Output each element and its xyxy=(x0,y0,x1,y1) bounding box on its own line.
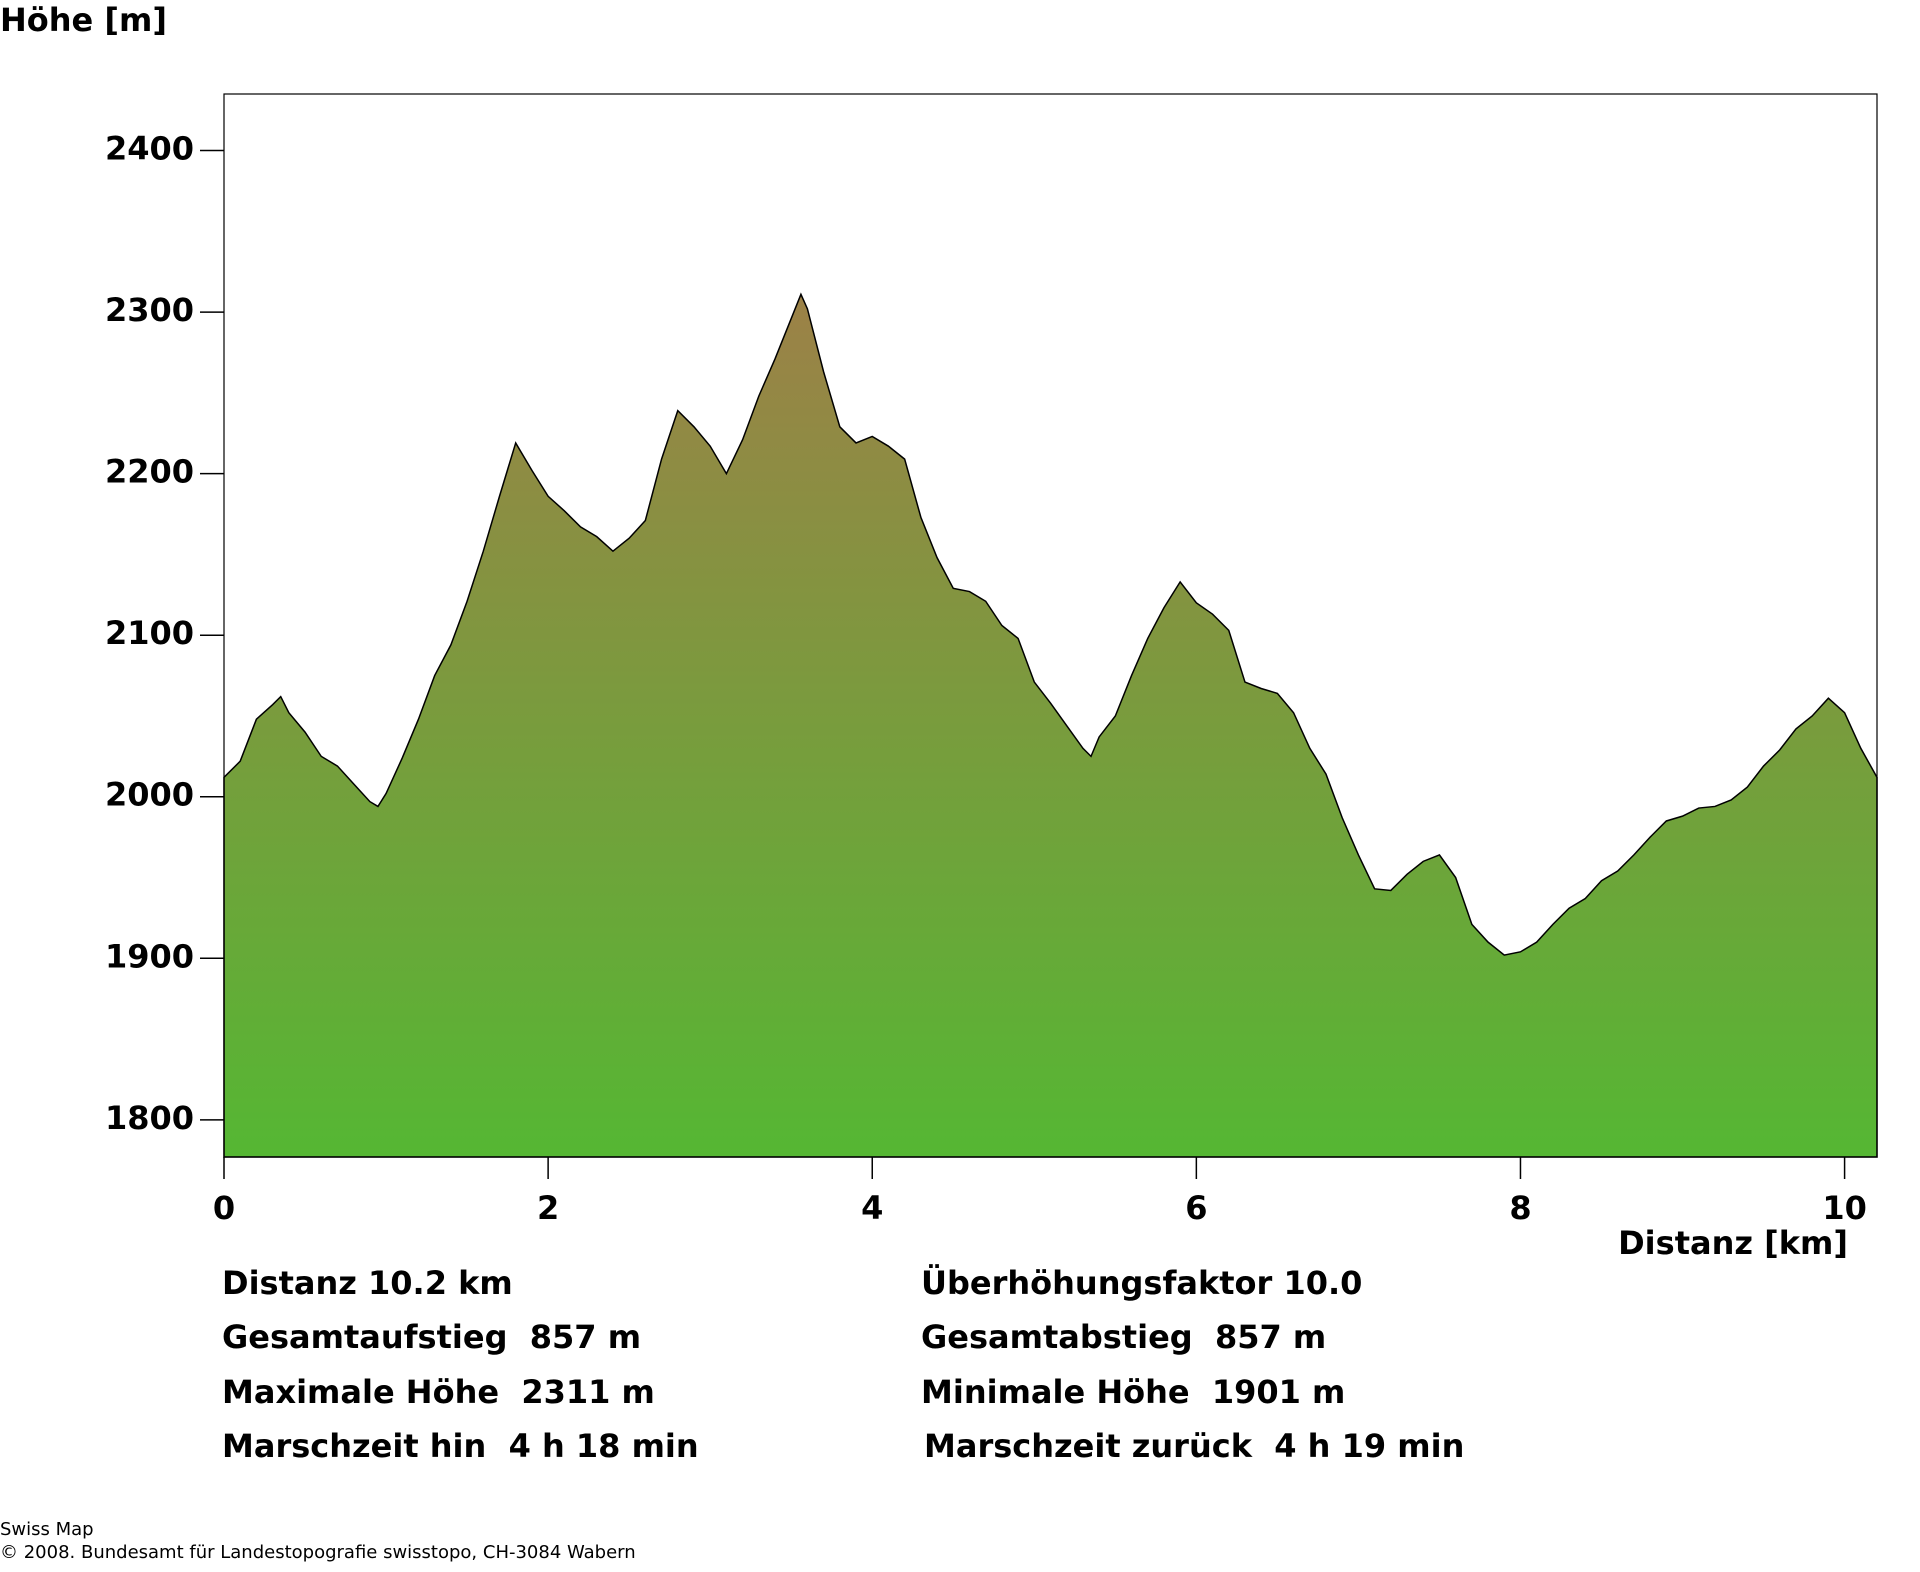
x-axis-title: Distanz [km] xyxy=(1618,1224,1848,1262)
stat: Distanz 10.2 km xyxy=(222,1264,513,1302)
x-tick-label: 4 xyxy=(861,1189,883,1227)
x-tick-label: 10 xyxy=(1822,1189,1867,1227)
stat: Maximale Höhe 2311 m xyxy=(222,1373,655,1411)
y-tick-label: 2400 xyxy=(105,130,194,168)
y-tick-label: 2300 xyxy=(105,291,194,329)
elevation-area xyxy=(223,292,1878,1158)
x-tick-label: 8 xyxy=(1509,1189,1531,1227)
y-axis-title: Höhe [m] xyxy=(0,1,167,39)
stat: Marschzeit zurück 4 h 19 min xyxy=(924,1427,1464,1465)
stat: Überhöhungsfaktor 10.0 xyxy=(921,1264,1362,1302)
stat: Marschzeit hin 4 h 18 min xyxy=(222,1427,699,1465)
y-tick-label: 2100 xyxy=(105,614,194,652)
y-tick-label: 1800 xyxy=(105,1099,194,1137)
stat: Gesamtabstieg 857 m xyxy=(921,1318,1326,1356)
x-tick-label: 0 xyxy=(213,1189,235,1227)
y-tick-label: 2200 xyxy=(105,453,194,491)
x-tick-label: 2 xyxy=(537,1189,559,1227)
footer: Swiss Map xyxy=(0,1519,94,1540)
x-tick-label: 6 xyxy=(1185,1189,1207,1227)
y-tick-label: 1900 xyxy=(105,937,194,975)
stat: Gesamtaufstieg 857 m xyxy=(222,1318,641,1356)
stat: Minimale Höhe 1901 m xyxy=(921,1373,1345,1411)
footer: © 2008. Bundesamt für Landestopografie s… xyxy=(0,1542,636,1563)
y-tick-label: 2000 xyxy=(105,776,194,814)
plot-frame xyxy=(223,93,1878,1158)
